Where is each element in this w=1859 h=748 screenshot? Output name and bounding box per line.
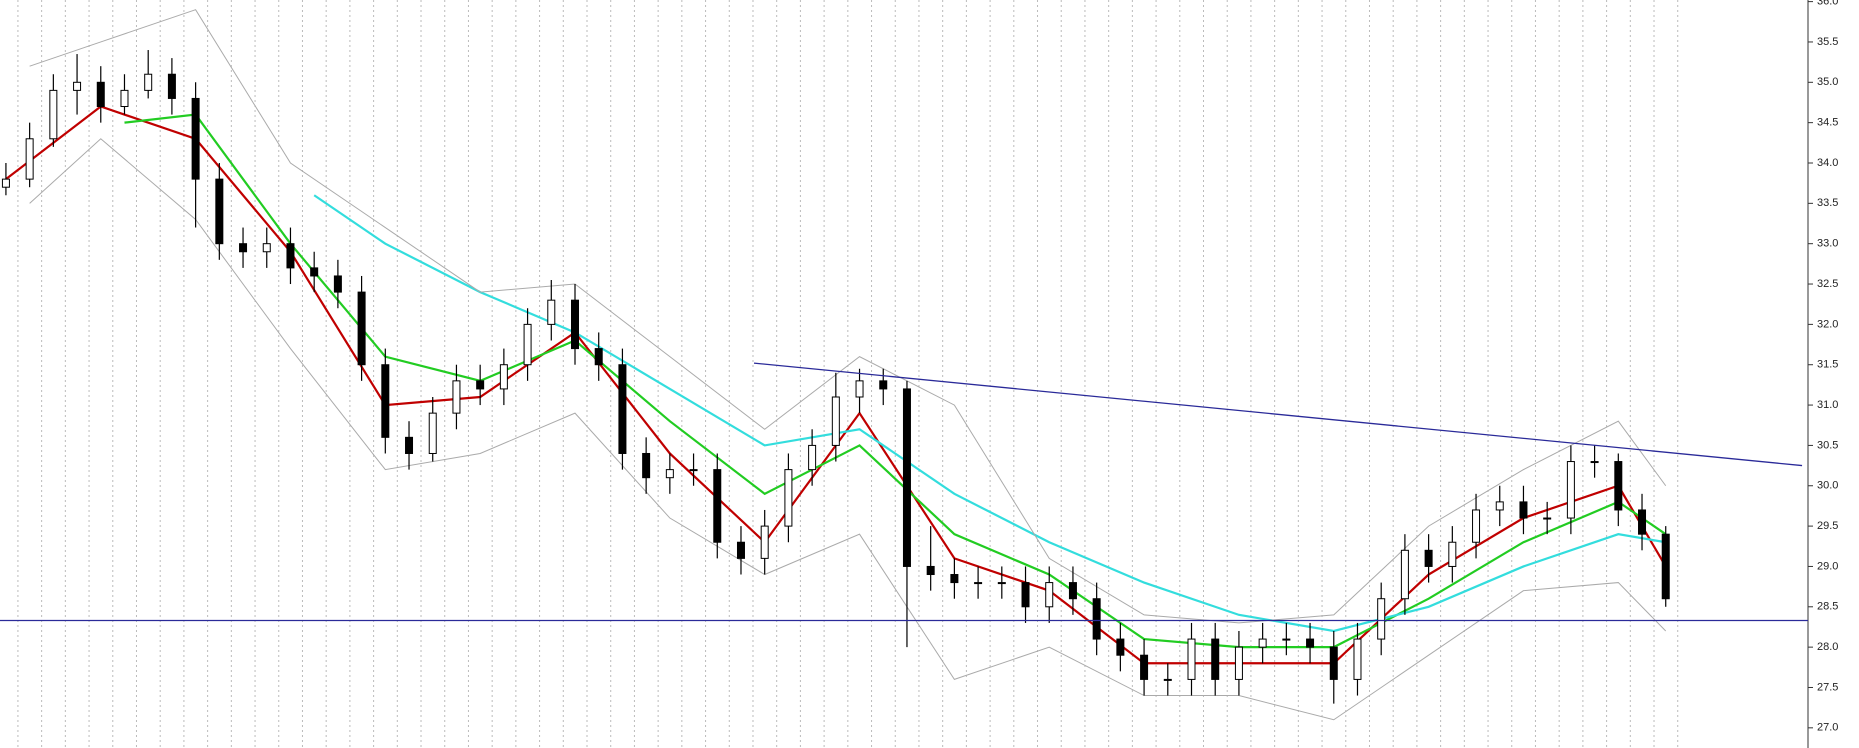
y-tick-label: 31.0 [1817, 399, 1838, 411]
y-tick-label: 28.0 [1817, 641, 1838, 653]
candle-body [239, 243, 248, 253]
candle-body [808, 444, 817, 471]
candle-body [1353, 638, 1362, 680]
candle-body [1329, 646, 1338, 680]
y-tick-label: 30.5 [1817, 439, 1838, 451]
y-tick-label: 34.0 [1817, 157, 1838, 169]
candle-body [594, 348, 603, 366]
candle-body [405, 436, 414, 454]
y-tick-label: 29.5 [1817, 520, 1838, 532]
candle-body [1400, 549, 1409, 600]
candle-body [333, 275, 342, 293]
y-tick-label: 32.5 [1817, 278, 1838, 290]
candle-body [689, 469, 698, 472]
candle-body [1661, 533, 1670, 600]
candle-body [1258, 638, 1267, 648]
candle-body [452, 380, 461, 414]
y-tick-label: 32.0 [1817, 318, 1838, 330]
candle-body [1519, 501, 1528, 519]
candle-body [1234, 646, 1243, 680]
candle-body [926, 565, 935, 576]
candle-body [1590, 461, 1599, 464]
candle-body [1068, 582, 1077, 600]
candle-body [1021, 582, 1030, 608]
candle-body [1187, 638, 1196, 680]
candle-body [618, 364, 627, 454]
candle-body [1495, 501, 1504, 511]
y-tick-label: 30.0 [1817, 480, 1838, 492]
candle-body [547, 299, 556, 325]
candle-body [950, 574, 959, 584]
candle-body [831, 396, 840, 446]
candle-body [642, 452, 651, 479]
candle-body [1282, 638, 1291, 641]
candle-body [784, 469, 793, 527]
candle-body [167, 73, 176, 99]
trend-line [753, 362, 1803, 467]
candle-body [1377, 598, 1386, 640]
candle-body [1566, 461, 1575, 519]
y-tick-label: 35.5 [1817, 36, 1838, 48]
candle-body [428, 412, 437, 454]
candle-body [879, 380, 888, 390]
y-tick-label: 35.0 [1817, 76, 1838, 88]
candle-body [49, 89, 58, 140]
candle-body [902, 388, 911, 567]
candle-body [1163, 678, 1172, 681]
candle-body [215, 178, 224, 245]
candle-body [310, 267, 319, 277]
candle-body [1424, 549, 1433, 567]
candle-body [1116, 638, 1125, 656]
candle-body [144, 73, 153, 91]
candle-body [1543, 517, 1552, 520]
candle-body [736, 541, 745, 559]
indicator-line [29, 9, 1667, 624]
candle-body [571, 299, 580, 350]
candle-body [665, 469, 674, 479]
candle-body [974, 582, 983, 585]
candle-body [73, 81, 82, 91]
candle-body [760, 525, 769, 559]
candle-body [1638, 509, 1647, 535]
candle-body [1, 178, 10, 188]
candle-body [1045, 582, 1054, 608]
y-tick-label: 34.5 [1817, 117, 1838, 129]
candle-body [25, 138, 34, 180]
candle-body [997, 582, 1006, 585]
candle-body [476, 380, 485, 390]
indicator-line [29, 138, 1667, 721]
candle-body [191, 97, 200, 180]
candle-body [855, 380, 864, 398]
candle-body [120, 89, 129, 108]
candle-body [1472, 509, 1481, 543]
y-tick-label: 27.5 [1817, 681, 1838, 693]
y-tick-label: 29.0 [1817, 560, 1838, 572]
y-tick-label: 33.0 [1817, 238, 1838, 250]
candle-body [262, 243, 271, 253]
candle-body [1448, 541, 1457, 567]
candle-body [1614, 461, 1623, 511]
candle-body [499, 364, 508, 390]
y-tick-label: 33.5 [1817, 197, 1838, 209]
candle-body [713, 469, 722, 543]
candle-body [523, 323, 532, 366]
candle-body [96, 81, 105, 108]
candle-body [1140, 654, 1149, 680]
candle-body [357, 291, 366, 366]
y-tick-label: 28.5 [1817, 601, 1838, 613]
candle-body [381, 364, 390, 438]
y-tick-label: 27.0 [1817, 722, 1838, 734]
candle-body [1306, 638, 1315, 648]
candle-body [1211, 638, 1220, 680]
y-tick-label: 31.5 [1817, 359, 1838, 371]
candle-body [1092, 598, 1101, 640]
y-tick-label: 36.0 [1817, 0, 1838, 8]
candle-body [286, 243, 295, 269]
